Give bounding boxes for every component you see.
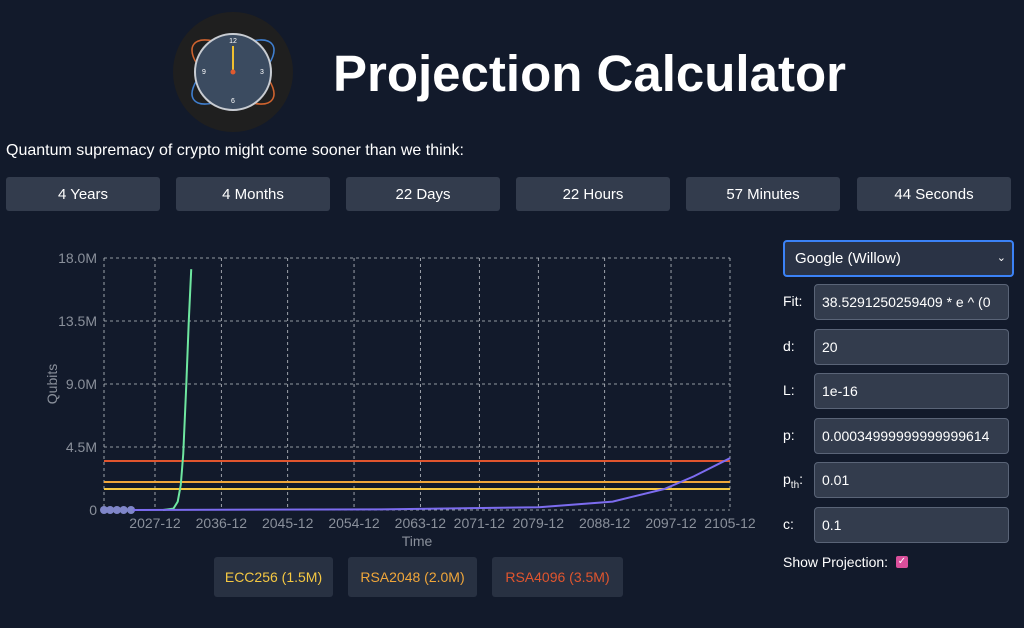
y-axis-label: Qubits	[44, 364, 60, 404]
chart: Qubits Time 0 4.5M 9.0M 13.5M 18.0M 2027-12 20…	[44, 250, 756, 549]
countdown-box: 22 Days	[346, 177, 500, 211]
label-text: p	[783, 471, 791, 487]
legend-button[interactable]: RSA4096 (3.5M)	[492, 557, 623, 597]
x-axis-label: Time	[402, 533, 433, 549]
label-sub: th	[790, 479, 800, 491]
y-tick-label: 13.5M	[58, 313, 97, 329]
x-tick-label: 2097-12	[645, 515, 697, 531]
data-point	[112, 506, 121, 514]
label-suffix: :	[799, 471, 804, 487]
data-point	[106, 506, 115, 514]
field-label: pth:	[783, 471, 803, 491]
numeral: 9	[202, 69, 206, 76]
countdown-box: 4 Months	[176, 177, 330, 211]
select-value: Google (Willow)	[795, 250, 901, 267]
label-text: Fit:	[783, 293, 803, 309]
numeral: 3	[260, 69, 264, 76]
x-tick-label: 2027-12	[129, 515, 181, 531]
select-arrow: ⌄	[996, 252, 1006, 264]
data-point	[119, 506, 128, 514]
label-text: p:	[783, 427, 795, 443]
x-tick-label: 2054-12	[328, 515, 380, 531]
countdown-box: 44 Seconds	[857, 177, 1011, 211]
legend-button[interactable]: ECC256 (1.5M)	[214, 557, 333, 597]
label-text: d:	[783, 338, 795, 354]
x-tick-label: 2036-12	[196, 515, 248, 531]
series-line	[162, 269, 193, 511]
data-point	[100, 506, 108, 514]
countdown-box: 4 Years	[6, 177, 160, 211]
label-text: L:	[783, 382, 795, 398]
subtitle: Quantum supremacy of crypto might come s…	[6, 142, 464, 159]
legend-button[interactable]: RSA2048 (2.0M)	[348, 557, 477, 597]
logo: 12 3 6 9	[173, 12, 293, 132]
field-label: p:	[783, 427, 795, 443]
series-line	[133, 457, 731, 511]
x-tick-label: 2045-12	[262, 515, 314, 531]
y-tick-label: 9.0M	[66, 376, 97, 392]
data-point	[127, 506, 136, 514]
field-input[interactable]: 0.1	[814, 507, 1009, 543]
countdown-box: 57 Minutes	[686, 177, 840, 211]
label-text: c:	[783, 516, 794, 532]
show-projection-checkbox[interactable]: ✓	[896, 556, 908, 568]
field-input[interactable]: 0.00034999999999999614	[814, 418, 1009, 454]
y-tick-label: 0	[89, 502, 97, 518]
x-tick-label: 2071-12	[454, 515, 506, 531]
x-tick-label: 2079-12	[513, 515, 565, 531]
field-input[interactable]: 20	[814, 329, 1009, 365]
show-projection-label: Show Projection:	[783, 554, 889, 570]
y-tick-label: 18.0M	[58, 250, 97, 266]
field-label: Fit:	[783, 293, 802, 309]
numeral: 6	[231, 98, 235, 105]
field-label: d:	[783, 338, 795, 354]
model-select[interactable]: Google (Willow) ⌄	[783, 240, 1014, 277]
field-input[interactable]: 38.5291250259409 * e ^ (0	[814, 284, 1009, 320]
x-tick-label: 2063-12	[395, 515, 447, 531]
field-input[interactable]: 1e-16	[814, 373, 1009, 409]
field-label: c:	[783, 516, 794, 532]
clock-center	[230, 69, 236, 75]
field-label: L:	[783, 382, 795, 398]
x-tick-label: 2105-12	[704, 515, 756, 531]
field-input[interactable]: 0.01	[814, 462, 1009, 498]
x-tick-label: 2088-12	[579, 515, 631, 531]
countdown-box: 22 Hours	[516, 177, 670, 211]
y-tick-label: 4.5M	[66, 439, 97, 455]
numeral: 12	[229, 38, 237, 45]
title: Projection Calculator	[333, 45, 846, 102]
